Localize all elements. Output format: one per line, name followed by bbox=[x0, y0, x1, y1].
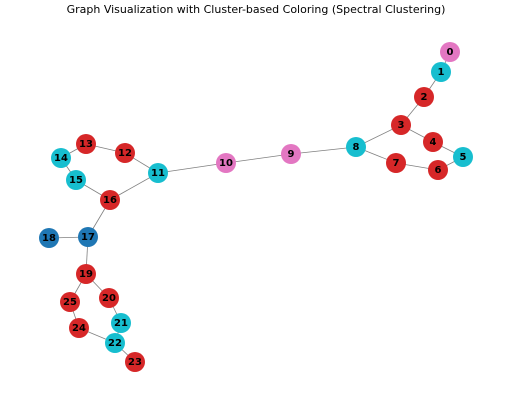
node-circle-23 bbox=[125, 352, 145, 372]
node-circle-9 bbox=[281, 144, 301, 164]
node-24: 24 bbox=[69, 318, 89, 338]
node-circle-10 bbox=[216, 153, 236, 173]
node-22: 22 bbox=[105, 333, 125, 353]
node-circle-8 bbox=[346, 137, 366, 157]
node-label-24: 24 bbox=[72, 323, 86, 334]
node-17: 17 bbox=[78, 227, 98, 247]
node-circle-2 bbox=[414, 87, 434, 107]
node-circle-19 bbox=[76, 264, 96, 284]
node-layer: 0123456789101112131415161718192021222324… bbox=[39, 42, 473, 372]
node-label-9: 9 bbox=[288, 149, 295, 160]
node-7: 7 bbox=[386, 153, 406, 173]
node-circle-11 bbox=[148, 163, 168, 183]
edge-9-10 bbox=[225, 153, 292, 164]
node-label-3: 3 bbox=[398, 120, 405, 131]
chart-title: Graph Visualization with Cluster-based C… bbox=[66, 3, 446, 16]
node-circle-24 bbox=[69, 318, 89, 338]
node-19: 19 bbox=[76, 264, 96, 284]
node-label-14: 14 bbox=[54, 153, 68, 164]
node-label-17: 17 bbox=[81, 232, 95, 243]
node-label-21: 21 bbox=[114, 318, 128, 329]
node-1: 1 bbox=[431, 62, 451, 82]
node-13: 13 bbox=[76, 134, 96, 154]
node-0: 0 bbox=[440, 42, 460, 62]
edge-8-9 bbox=[290, 146, 357, 155]
node-label-1: 1 bbox=[438, 67, 445, 78]
node-14: 14 bbox=[51, 148, 71, 168]
node-label-19: 19 bbox=[79, 269, 93, 280]
node-label-15: 15 bbox=[69, 175, 83, 186]
node-circle-21 bbox=[111, 313, 131, 333]
node-circle-18 bbox=[39, 228, 59, 248]
node-12: 12 bbox=[115, 143, 135, 163]
node-circle-14 bbox=[51, 148, 71, 168]
node-circle-6 bbox=[428, 160, 448, 180]
node-label-6: 6 bbox=[435, 165, 442, 176]
node-circle-17 bbox=[78, 227, 98, 247]
node-label-16: 16 bbox=[103, 195, 117, 206]
node-circle-25 bbox=[60, 292, 80, 312]
node-circle-12 bbox=[115, 143, 135, 163]
node-circle-5 bbox=[453, 147, 473, 167]
node-label-22: 22 bbox=[108, 338, 122, 349]
node-circle-22 bbox=[105, 333, 125, 353]
node-6: 6 bbox=[428, 160, 448, 180]
node-label-18: 18 bbox=[42, 233, 56, 244]
node-label-7: 7 bbox=[393, 158, 400, 169]
node-18: 18 bbox=[39, 228, 59, 248]
node-circle-15 bbox=[66, 170, 86, 190]
node-9: 9 bbox=[281, 144, 301, 164]
node-15: 15 bbox=[66, 170, 86, 190]
node-25: 25 bbox=[60, 292, 80, 312]
node-label-11: 11 bbox=[151, 168, 165, 179]
node-circle-3 bbox=[391, 115, 411, 135]
node-label-10: 10 bbox=[219, 158, 233, 169]
node-3: 3 bbox=[391, 115, 411, 135]
node-label-5: 5 bbox=[460, 152, 467, 163]
node-circle-0 bbox=[440, 42, 460, 62]
node-circle-13 bbox=[76, 134, 96, 154]
node-circle-20 bbox=[99, 288, 119, 308]
node-10: 10 bbox=[216, 153, 236, 173]
node-label-20: 20 bbox=[102, 293, 116, 304]
node-2: 2 bbox=[414, 87, 434, 107]
node-label-25: 25 bbox=[63, 297, 77, 308]
node-label-0: 0 bbox=[447, 47, 454, 58]
edge-10-11 bbox=[157, 162, 227, 174]
node-circle-16 bbox=[100, 190, 120, 210]
node-5: 5 bbox=[453, 147, 473, 167]
node-label-8: 8 bbox=[353, 142, 360, 153]
node-21: 21 bbox=[111, 313, 131, 333]
node-label-2: 2 bbox=[421, 92, 428, 103]
node-16: 16 bbox=[100, 190, 120, 210]
node-circle-1 bbox=[431, 62, 451, 82]
node-11: 11 bbox=[148, 163, 168, 183]
node-4: 4 bbox=[423, 132, 443, 152]
node-label-12: 12 bbox=[118, 148, 132, 159]
node-23: 23 bbox=[125, 352, 145, 372]
node-8: 8 bbox=[346, 137, 366, 157]
node-label-23: 23 bbox=[128, 357, 142, 368]
node-circle-7 bbox=[386, 153, 406, 173]
node-20: 20 bbox=[99, 288, 119, 308]
node-label-4: 4 bbox=[430, 137, 437, 148]
node-label-13: 13 bbox=[79, 139, 93, 150]
node-circle-4 bbox=[423, 132, 443, 152]
